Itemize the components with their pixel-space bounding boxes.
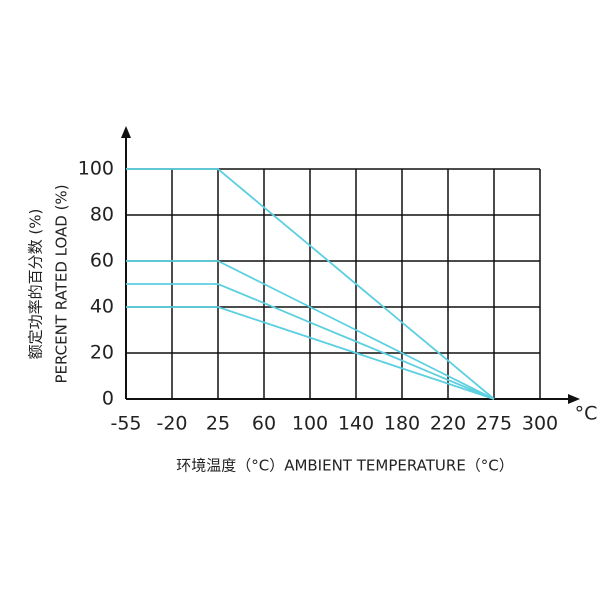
y-tick-label: 60	[90, 250, 114, 272]
x-tick-label: 220	[430, 413, 466, 435]
data-line	[126, 306, 495, 400]
x-tick-label: -20	[156, 413, 187, 435]
x-tick-label: 25	[206, 413, 230, 435]
y-tick-label: 80	[90, 204, 114, 226]
y-tick-label: 20	[90, 342, 114, 364]
data-line	[126, 283, 495, 400]
data-line	[126, 168, 495, 400]
x-tick-label: 300	[522, 413, 558, 435]
y-axis-label-cn: 额定功率的百分数 (%)	[27, 209, 45, 360]
x-tick-label: 60	[252, 413, 276, 435]
x-tick-label: -55	[110, 413, 141, 435]
y-tick-label: 0	[102, 388, 114, 410]
x-tick-label: 140	[338, 413, 374, 435]
x-tick-label: 180	[384, 413, 420, 435]
y-axis-label: PERCENT RATED LOAD (%)	[53, 184, 71, 383]
x-axis-arrow	[568, 394, 580, 404]
x-unit: °C	[575, 403, 598, 425]
x-tick-label: 275	[476, 413, 512, 435]
y-tick-label: 100	[78, 158, 114, 180]
data-line	[126, 260, 495, 400]
y-axis-arrow	[121, 126, 131, 138]
x-axis-label: 环境温度（°C）AMBIENT TEMPERATURE（°C）	[176, 457, 514, 475]
x-tick-label: 100	[292, 413, 328, 435]
y-tick-label: 40	[90, 296, 114, 318]
